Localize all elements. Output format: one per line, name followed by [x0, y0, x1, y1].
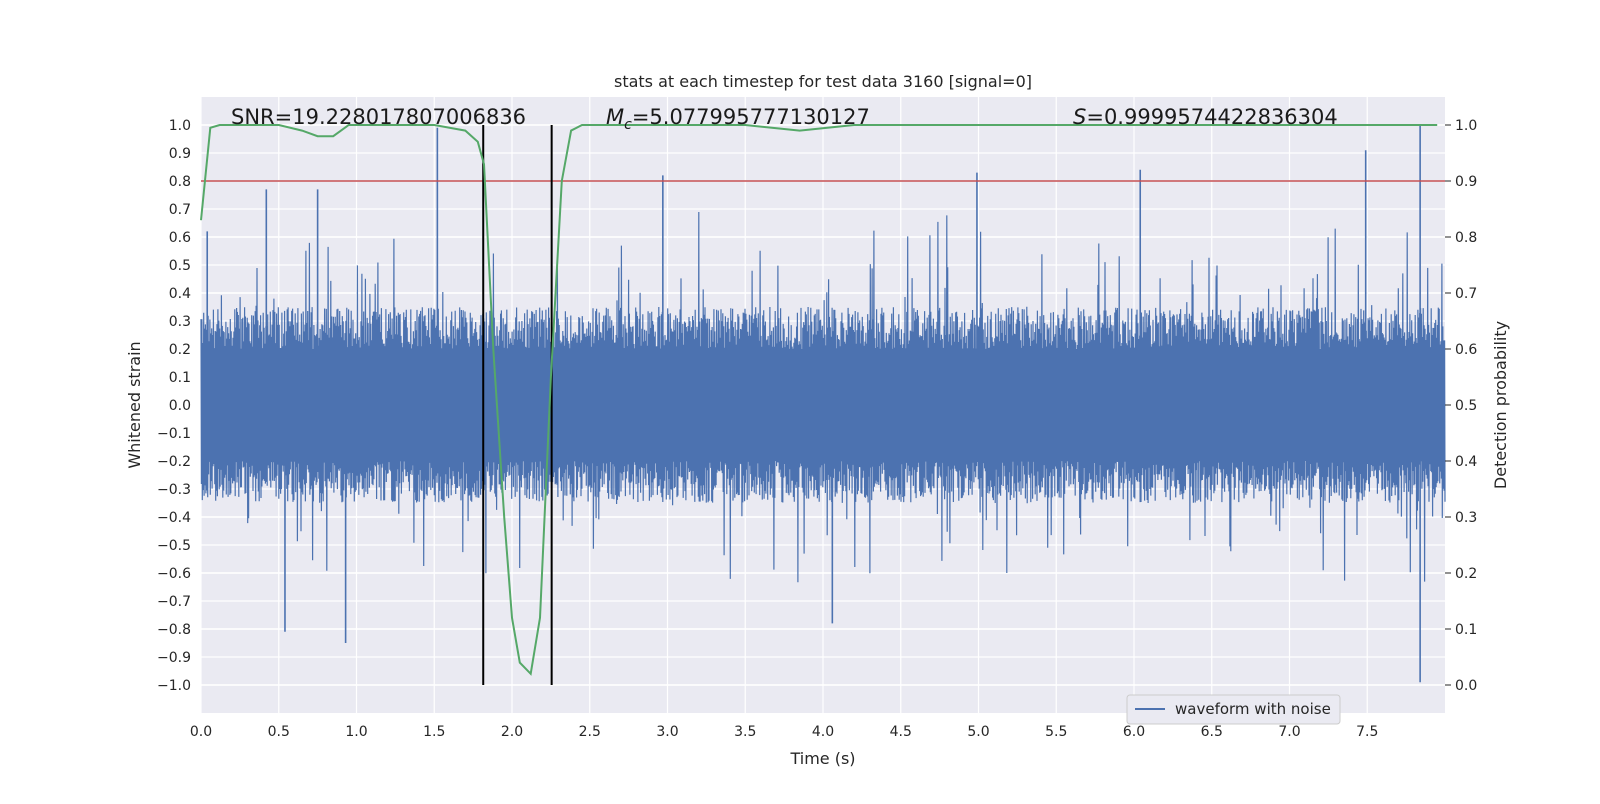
chirp-mass-subscript: c — [624, 117, 632, 133]
y-left-tick-label: −0.2 — [157, 454, 191, 470]
y-left-tick-label: 0.2 — [169, 342, 191, 358]
x-axis-ticks: 0.0 0.5 1.0 1.5 2.0 2.5 3.0 3.5 4.0 4.5 5.0 5.5 6.0 6… — [190, 724, 1379, 740]
x-tick-label: 4.0 — [812, 724, 834, 740]
chirp-mass-annotation: Mc=5.077995777130127 — [606, 105, 870, 133]
y-right-tick-label: 0.3 — [1455, 510, 1477, 526]
x-tick-label: 6.5 — [1201, 724, 1223, 740]
probability-series-line — [200, 124, 1438, 676]
y-right-tick-label: 1.0 — [1455, 118, 1477, 134]
y-left-tick-label: −0.1 — [157, 426, 191, 442]
y-right-tick-label: 0.6 — [1455, 342, 1477, 358]
y-left-tick-label: −0.5 — [157, 538, 191, 554]
y-left-tick-label: 0.8 — [169, 174, 191, 190]
y-left-tick-label: 0.5 — [169, 258, 191, 274]
x-tick-label: 1.5 — [423, 724, 445, 740]
legend-entry-waveform: waveform with noise — [1175, 700, 1331, 718]
s-value: =0.9999574422836304 — [1086, 105, 1337, 129]
y-left-tick-label: 1.0 — [169, 118, 191, 134]
snr-annotation: SNR=19.228017807006836 — [231, 105, 526, 129]
x-axis-label: Time (s) — [789, 749, 855, 768]
x-tick-label: 1.0 — [345, 724, 367, 740]
y-right-tick-label: 0.8 — [1455, 230, 1477, 246]
y-left-tick-label: −1.0 — [157, 678, 191, 694]
s-symbol: S — [1073, 105, 1086, 129]
x-tick-label: 2.5 — [579, 724, 601, 740]
y-right-tick-label: 0.0 — [1455, 678, 1477, 694]
x-tick-label: 7.0 — [1278, 724, 1300, 740]
y-right-axis-label: Detection probability — [1491, 321, 1510, 489]
y-right-tick-label: 0.9 — [1455, 174, 1477, 190]
waveform-peaks — [206, 125, 1421, 683]
x-tick-label: 5.5 — [1045, 724, 1067, 740]
y-left-axis-ticks: 1.0 0.9 0.8 0.7 0.6 0.5 0.4 0.3 0.2 0.1 0.0 −0.1 −0.… — [157, 118, 191, 694]
legend-box — [1126, 694, 1341, 725]
y-left-tick-label: −0.6 — [157, 566, 191, 582]
y-right-tick-label: 0.2 — [1455, 566, 1477, 582]
waveform-series-line — [200, 211, 1446, 583]
x-tick-label: 2.0 — [501, 724, 523, 740]
y-left-tick-label: −0.4 — [157, 510, 191, 526]
x-tick-label: 0.5 — [268, 724, 290, 740]
y-left-tick-label: 0.1 — [169, 370, 191, 386]
y-left-tick-label: −0.9 — [157, 650, 191, 666]
y-left-tick-label: −0.3 — [157, 482, 191, 498]
chart-title: stats at each timestep for test data 316… — [614, 72, 1032, 91]
y-right-tick-label: 0.7 — [1455, 286, 1477, 302]
y-right-tick-label: 0.5 — [1455, 398, 1477, 414]
x-tick-label: 5.0 — [967, 724, 989, 740]
y-left-tick-label: 0.9 — [169, 146, 191, 162]
chirp-mass-symbol: M — [606, 105, 624, 129]
y-left-tick-label: −0.8 — [157, 622, 191, 638]
x-tick-label: 3.5 — [734, 724, 756, 740]
y-right-axis-ticks: 1.0 0.9 0.8 0.7 0.6 0.5 0.4 0.3 0.2 0.1 0.0 — [1445, 118, 1477, 694]
y-left-tick-label: −0.7 — [157, 594, 191, 610]
x-tick-label: 7.5 — [1356, 724, 1378, 740]
legend: waveform with noise — [1126, 694, 1341, 725]
s-annotation: S=0.9999574422836304 — [1073, 105, 1338, 129]
chirp-mass-value: =5.077995777130127 — [632, 105, 870, 129]
y-left-tick-label: 0.6 — [169, 230, 191, 246]
x-tick-label: 4.5 — [890, 724, 912, 740]
y-right-tick-label: 0.1 — [1455, 622, 1477, 638]
x-tick-label: 6.0 — [1123, 724, 1145, 740]
y-left-axis-label: Whitened strain — [125, 341, 144, 468]
x-tick-label: 0.0 — [190, 724, 212, 740]
y-left-tick-label: 0.3 — [169, 314, 191, 330]
y-left-tick-label: 0.0 — [169, 398, 191, 414]
y-left-tick-label: 0.7 — [169, 202, 191, 218]
y-right-tick-label: 0.4 — [1455, 454, 1477, 470]
x-tick-label: 3.0 — [656, 724, 678, 740]
y-left-tick-label: 0.4 — [169, 286, 191, 302]
